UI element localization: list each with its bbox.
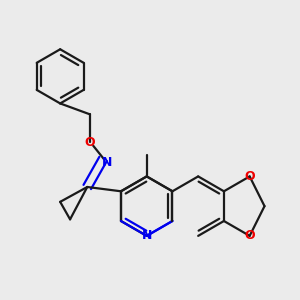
Text: N: N: [102, 156, 112, 169]
Text: N: N: [142, 230, 152, 242]
Text: O: O: [244, 170, 255, 183]
Text: O: O: [244, 230, 255, 242]
Text: O: O: [85, 136, 95, 149]
